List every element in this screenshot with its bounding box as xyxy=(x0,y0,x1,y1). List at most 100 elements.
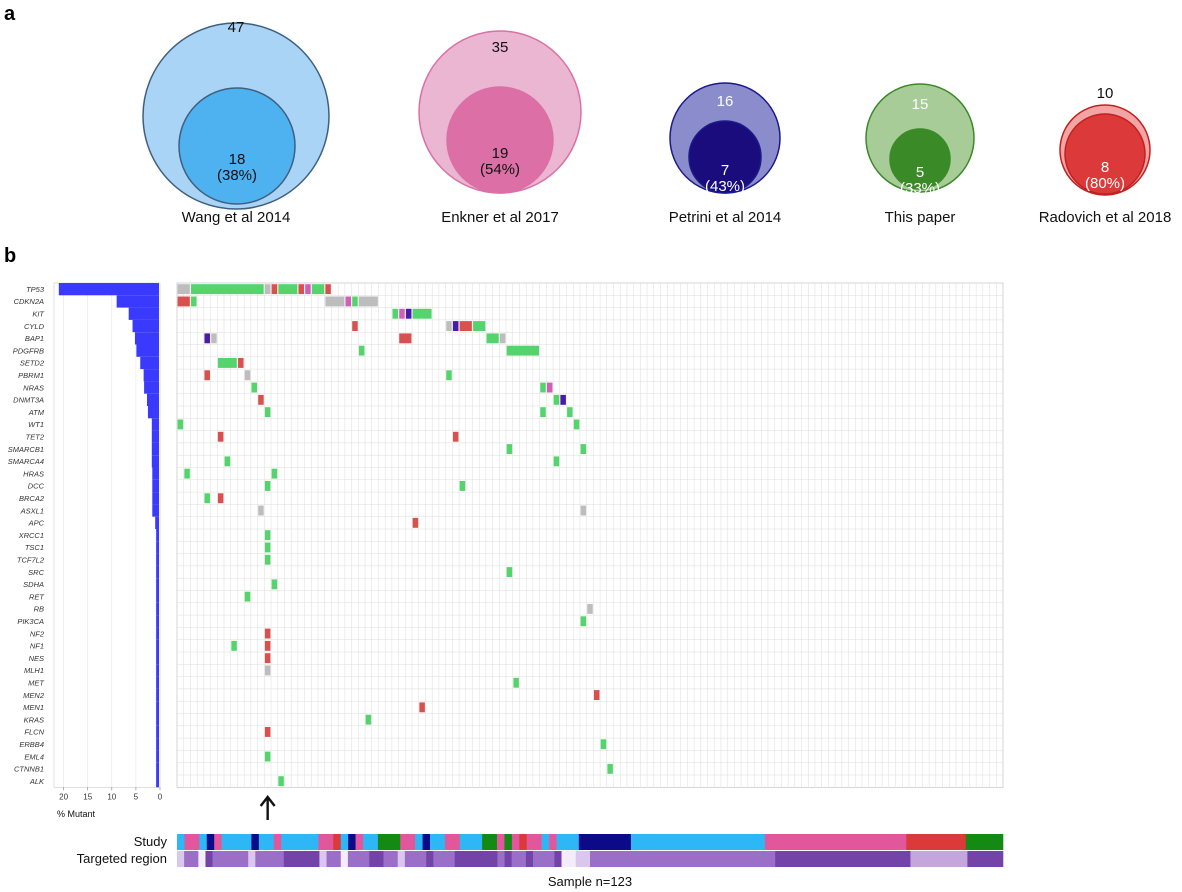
gene-label: CTNNB1 xyxy=(14,765,44,774)
track-segment xyxy=(205,851,213,867)
bar-SMARCB1 xyxy=(151,442,159,456)
bar-FLCN xyxy=(156,725,159,739)
mutation-cell xyxy=(217,493,224,504)
mutation-cell xyxy=(546,382,553,393)
mutation-cell xyxy=(264,653,271,664)
track-segment xyxy=(454,851,498,867)
track-segment xyxy=(764,834,907,850)
venn-overlap: 19 xyxy=(492,145,509,162)
mutation-cell xyxy=(264,727,271,737)
gene-label: SETD2 xyxy=(20,359,45,368)
mutation-frequency-barplot: TP53 CDKN2A KIT CYLD BAP1 PDGFRB SETD2 PBRM1 NRA… xyxy=(8,282,163,801)
track-segment xyxy=(511,851,527,867)
venn-total: 47 xyxy=(228,19,245,36)
mutation-cell xyxy=(305,284,311,295)
venn-0: 47 18(38%) Wang et al 2014 xyxy=(142,19,330,226)
track-segment xyxy=(561,851,577,867)
mutation-cell xyxy=(271,579,278,590)
track-segment xyxy=(444,834,461,850)
gene-label: SMARCB1 xyxy=(8,445,44,454)
track-segment xyxy=(333,834,342,850)
bar-DNMT3A xyxy=(146,393,159,406)
bar-MEN1 xyxy=(156,701,159,714)
gene-label: NRAS xyxy=(23,383,44,392)
venn-label: Radovich et al 2018 xyxy=(1039,209,1172,226)
bar-TET2 xyxy=(151,430,159,443)
mutation-cell xyxy=(211,333,217,344)
mutation-cell xyxy=(358,296,378,307)
gene-label: TCF7L2 xyxy=(17,555,45,564)
track-segment xyxy=(397,851,406,867)
track-segment xyxy=(318,834,334,850)
bar-NRAS xyxy=(144,381,159,394)
gene-label: WT1 xyxy=(28,420,44,429)
bar-KRAS xyxy=(156,713,159,726)
bar-tick-label: 0 xyxy=(158,792,163,801)
bar-SMARCA4 xyxy=(151,455,159,468)
mutation-cell xyxy=(217,431,224,442)
mutation-cell xyxy=(278,284,298,295)
venn-inner-circle xyxy=(446,86,554,194)
bar-NF1 xyxy=(156,639,159,652)
venn-3: 15 5(33%) This paper xyxy=(865,83,975,226)
venn-label: This paper xyxy=(885,209,956,226)
gene-label: KIT xyxy=(32,309,45,318)
track-segment xyxy=(526,834,542,850)
gene-label: NES xyxy=(29,654,44,663)
mutation-cell xyxy=(580,444,587,454)
mutation-cell xyxy=(540,407,546,418)
oncoprint-heatmap xyxy=(176,282,1004,820)
mutation-cell xyxy=(258,394,264,405)
venn-overlap-pct: (54%) xyxy=(480,161,520,178)
track-segment xyxy=(281,834,304,850)
mutation-cell xyxy=(419,702,425,713)
bar-BRCA2 xyxy=(152,492,159,505)
track-segment xyxy=(549,834,557,850)
mutation-cell xyxy=(506,567,513,577)
mutation-cell xyxy=(271,468,278,479)
track-segment xyxy=(177,851,185,867)
mutation-cell xyxy=(191,296,197,307)
venn-total: 10 xyxy=(1097,85,1114,102)
track-segment xyxy=(212,851,249,867)
track-segment xyxy=(578,834,632,850)
bar-PBRM1 xyxy=(143,369,159,382)
gene-label: MET xyxy=(28,678,45,687)
track-segment xyxy=(590,851,776,867)
venn-4: 10 8(80%) Radovich et al 2018 xyxy=(1039,85,1172,226)
mutation-cell xyxy=(264,530,271,541)
venn-total: 15 xyxy=(912,96,929,113)
heatmap-area xyxy=(176,282,1004,788)
gene-label: RET xyxy=(29,592,45,601)
mutation-cell xyxy=(264,751,271,762)
track-segment xyxy=(283,851,320,867)
mutation-cell xyxy=(499,333,506,344)
gene-label: ATM xyxy=(28,408,45,417)
track-segment xyxy=(348,834,356,850)
mutation-cell xyxy=(540,382,546,393)
track-segment xyxy=(775,851,911,867)
gene-label: DNMT3A xyxy=(13,396,44,405)
bar-SETD2 xyxy=(140,356,159,370)
mutation-cell xyxy=(298,284,304,295)
track-segment xyxy=(214,834,222,850)
bar-tick-label: 15 xyxy=(83,792,92,801)
mutation-cell xyxy=(412,517,419,528)
bar-TCF7L2 xyxy=(156,553,159,566)
venn-diagrams: 47 18(38%) Wang et al 2014 35 19(54%) Enkner … xyxy=(142,19,1172,226)
gene-label: ASXL1 xyxy=(20,506,44,515)
track-segment xyxy=(426,851,434,867)
gene-label: MLH1 xyxy=(24,666,44,675)
mutation-cell xyxy=(231,640,237,651)
track-segment xyxy=(340,834,349,850)
gene-label: HRAS xyxy=(23,469,44,478)
mutation-cell xyxy=(278,776,284,787)
arrow-head-icon xyxy=(259,795,276,807)
track-segment xyxy=(967,851,1004,867)
venn-2: 16 7(43%) Petrini et al 2014 xyxy=(669,82,781,226)
mutation-cell xyxy=(553,456,560,467)
bar-MET xyxy=(156,676,159,689)
track-segment xyxy=(326,851,342,867)
bar-EML4 xyxy=(156,750,159,763)
bar-DCC xyxy=(152,479,159,493)
